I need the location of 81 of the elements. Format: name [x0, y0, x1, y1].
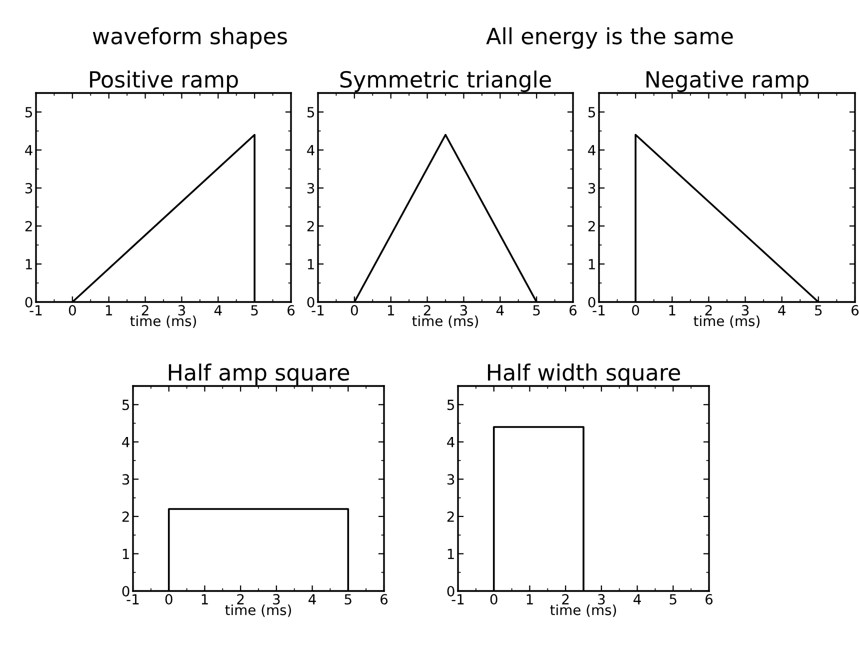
y-tick-label: 4 [122, 437, 130, 448]
x-tick-label: 2 [237, 594, 244, 604]
y-tick-label: 2 [447, 511, 454, 522]
x-tick-label: 3 [178, 305, 186, 316]
y-tick-label: 4 [307, 145, 314, 156]
y-tick-label: 0 [447, 586, 454, 596]
chart-title: Half width square [488, 364, 680, 386]
text: All energy is the same [486, 27, 733, 49]
x-tick-label: 4 [634, 594, 641, 604]
x-tick-label: 6 [380, 594, 388, 605]
x-tick-label: 2 [705, 305, 712, 316]
x-tick-label: -1 [592, 305, 605, 316]
y-tick-label: 0 [307, 296, 314, 308]
y-tick-label: 2 [588, 220, 595, 232]
y-tick-label: 0 [25, 296, 32, 308]
x-tick-label: 5 [251, 305, 258, 316]
x-tick-label: 3 [598, 594, 605, 605]
y-tick-label: 5 [307, 107, 314, 118]
x-tick-label: 3 [742, 305, 749, 316]
x-tick-label: 1 [669, 305, 676, 316]
x-tick-label: 3 [273, 594, 280, 605]
x-tick-label: 2 [562, 594, 569, 604]
x-tick-label: 1 [202, 594, 208, 604]
y-tick-label: 2 [307, 220, 314, 232]
x-tick-label: 3 [460, 305, 468, 316]
x-tick-label: 2 [142, 305, 148, 316]
x-tick-label: 4 [778, 305, 786, 316]
x-tick-label: -1 [312, 305, 324, 316]
y-tick-label: 3 [447, 474, 454, 485]
y-tick-label: 2 [122, 511, 129, 522]
x-tick-label: 6 [706, 594, 713, 605]
x-tick-label: 1 [526, 594, 533, 604]
x-tick-label: 5 [344, 594, 352, 605]
y-tick-label: 3 [307, 182, 314, 194]
y-tick-label: 5 [447, 400, 454, 410]
x-tick-label: 0 [632, 305, 640, 316]
chart-title: Negative ramp [646, 70, 808, 92]
chart-title: Symmetric triangle [340, 70, 551, 92]
y-tick-label: 0 [588, 296, 596, 308]
x-tick-label: 5 [533, 305, 540, 316]
x-tick-label: -1 [452, 594, 464, 604]
chart-title: Positive ramp [90, 70, 238, 92]
x-tick-label: 6 [288, 305, 295, 316]
y-tick-label: 1 [448, 548, 454, 560]
y-tick-label: 1 [122, 548, 129, 560]
x-tick-label: 1 [388, 305, 394, 316]
y-tick-label: 3 [25, 182, 32, 194]
x-tick-label: -1 [30, 305, 42, 316]
y-tick-label: 5 [25, 107, 32, 118]
x-tick-label: 0 [68, 305, 76, 316]
x-tick-label: -1 [126, 594, 139, 604]
x-tick-label: 6 [852, 305, 859, 316]
y-tick-label: 5 [588, 107, 596, 118]
x-tick-label: 4 [214, 305, 222, 316]
y-tick-label: 1 [588, 259, 595, 270]
chart-title: Half amp square [168, 364, 350, 386]
x-tick-label: 0 [165, 594, 172, 605]
x-tick-label: 6 [570, 305, 577, 316]
x-axis-title: time (ms) [130, 315, 196, 328]
x-tick-label: 4 [496, 305, 504, 316]
y-tick-label: 3 [122, 474, 130, 485]
y-tick-label: 4 [447, 437, 454, 448]
y-tick-label: 3 [588, 182, 596, 194]
x-tick-label: 0 [490, 594, 498, 605]
x-tick-label: 5 [815, 305, 822, 316]
y-tick-label: 0 [122, 586, 130, 596]
x-axis-title: time (ms) [412, 315, 478, 328]
text: waveform shapes [92, 27, 287, 49]
x-axis-title: time (ms) [550, 604, 616, 617]
x-tick-label: 1 [106, 305, 112, 316]
y-tick-label: 5 [122, 400, 130, 410]
y-tick-label: 4 [25, 145, 32, 156]
x-axis-title: time (ms) [225, 604, 292, 617]
y-tick-label: 1 [26, 259, 32, 270]
x-tick-label: 5 [670, 594, 676, 605]
y-tick-label: 4 [588, 145, 596, 156]
x-tick-label: 2 [424, 305, 430, 316]
x-axis-title: time (ms) [694, 315, 760, 328]
y-tick-label: 2 [25, 220, 32, 232]
y-tick-label: 1 [308, 259, 314, 270]
x-tick-label: 0 [350, 305, 358, 316]
